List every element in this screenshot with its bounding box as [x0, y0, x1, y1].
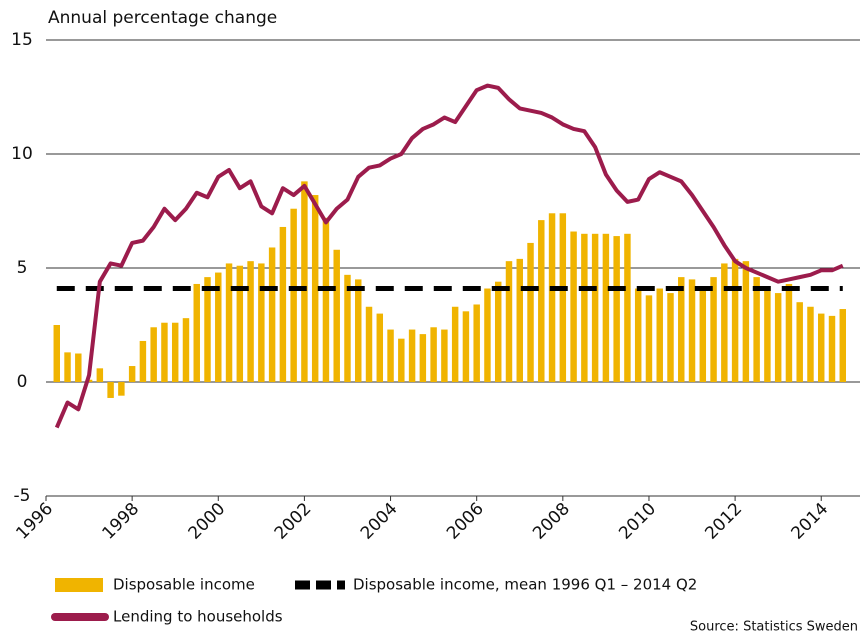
bar	[839, 309, 847, 382]
x-tick-label: 2008	[529, 499, 574, 544]
bar	[387, 329, 394, 382]
bar	[764, 286, 771, 382]
bar	[774, 293, 782, 382]
bar	[710, 277, 717, 382]
bar	[75, 353, 82, 382]
y-tick-label: -5	[14, 486, 31, 506]
x-tick-label: 1998	[98, 499, 143, 544]
bar	[225, 263, 233, 382]
bar	[634, 288, 642, 382]
bar	[258, 263, 265, 382]
bar	[268, 247, 276, 382]
bar	[538, 220, 545, 382]
legend-label: Disposable income, mean 1996 Q1 – 2014 Q…	[353, 576, 697, 594]
bar	[301, 181, 308, 382]
bar	[548, 213, 556, 382]
bar	[96, 368, 104, 382]
bar	[505, 261, 513, 382]
bar	[570, 231, 577, 382]
bar	[215, 272, 222, 382]
bar	[139, 340, 147, 382]
bar	[462, 311, 470, 382]
x-tick-label: 2004	[357, 499, 402, 544]
bar	[408, 329, 416, 382]
bar	[516, 258, 523, 382]
bar	[322, 217, 330, 382]
y-tick-label: 5	[17, 258, 28, 278]
y-axis-label: Annual percentage change	[48, 8, 277, 28]
bar	[376, 313, 384, 382]
bar	[494, 281, 502, 382]
bar	[290, 208, 297, 382]
bar	[333, 249, 340, 382]
legend-label: Disposable income	[113, 576, 255, 594]
bar	[344, 274, 351, 382]
bar	[807, 306, 814, 382]
bar	[311, 195, 319, 382]
bar	[828, 315, 836, 382]
bar	[699, 290, 707, 382]
bar	[473, 304, 480, 382]
line	[54, 83, 844, 429]
bar	[731, 258, 739, 382]
bar	[64, 352, 71, 382]
bar	[753, 277, 760, 382]
bar	[602, 233, 610, 382]
bar	[171, 322, 179, 382]
bar	[419, 334, 427, 382]
bar	[559, 213, 567, 382]
bar	[355, 279, 362, 382]
bar	[107, 382, 114, 398]
bar	[430, 327, 437, 382]
bar	[236, 265, 244, 382]
bar	[128, 366, 136, 382]
bar	[721, 263, 728, 382]
bar	[613, 236, 620, 382]
bar	[624, 233, 631, 382]
source: Source: Statistics Sweden	[690, 620, 858, 635]
bar	[279, 226, 287, 382]
legend-swatch	[55, 578, 103, 592]
bar	[193, 283, 200, 382]
bar	[118, 382, 125, 396]
x-tick-label: 2006	[443, 499, 488, 544]
bar	[688, 279, 696, 382]
bar	[818, 313, 825, 382]
bar	[785, 283, 793, 382]
bar	[527, 242, 534, 382]
y-tick-label: 10	[11, 144, 33, 164]
bar	[451, 306, 459, 382]
bar	[441, 329, 448, 382]
bar	[247, 261, 254, 382]
x-tick-label: 2000	[185, 499, 230, 544]
bar	[796, 302, 803, 382]
bar	[150, 327, 157, 382]
bar	[365, 306, 373, 382]
bar	[656, 288, 663, 382]
bar	[742, 261, 750, 382]
bar	[667, 293, 674, 382]
y-tick-label: 0	[17, 372, 28, 392]
bar	[591, 233, 599, 382]
bar	[204, 277, 211, 382]
bar	[678, 277, 685, 382]
x-tick-label: 2010	[615, 499, 660, 544]
legend-label: Lending to households	[113, 608, 283, 626]
bar	[182, 318, 190, 382]
x-tick-label: 2014	[788, 499, 833, 544]
x-tick-label: 2012	[701, 499, 746, 544]
bar	[645, 295, 653, 382]
bar	[398, 338, 405, 382]
x-tick-label: 2002	[271, 499, 316, 544]
bar	[581, 233, 588, 382]
bar	[53, 325, 60, 382]
y-tick-label: 15	[11, 30, 33, 50]
bar	[161, 322, 168, 382]
bar	[484, 288, 491, 382]
